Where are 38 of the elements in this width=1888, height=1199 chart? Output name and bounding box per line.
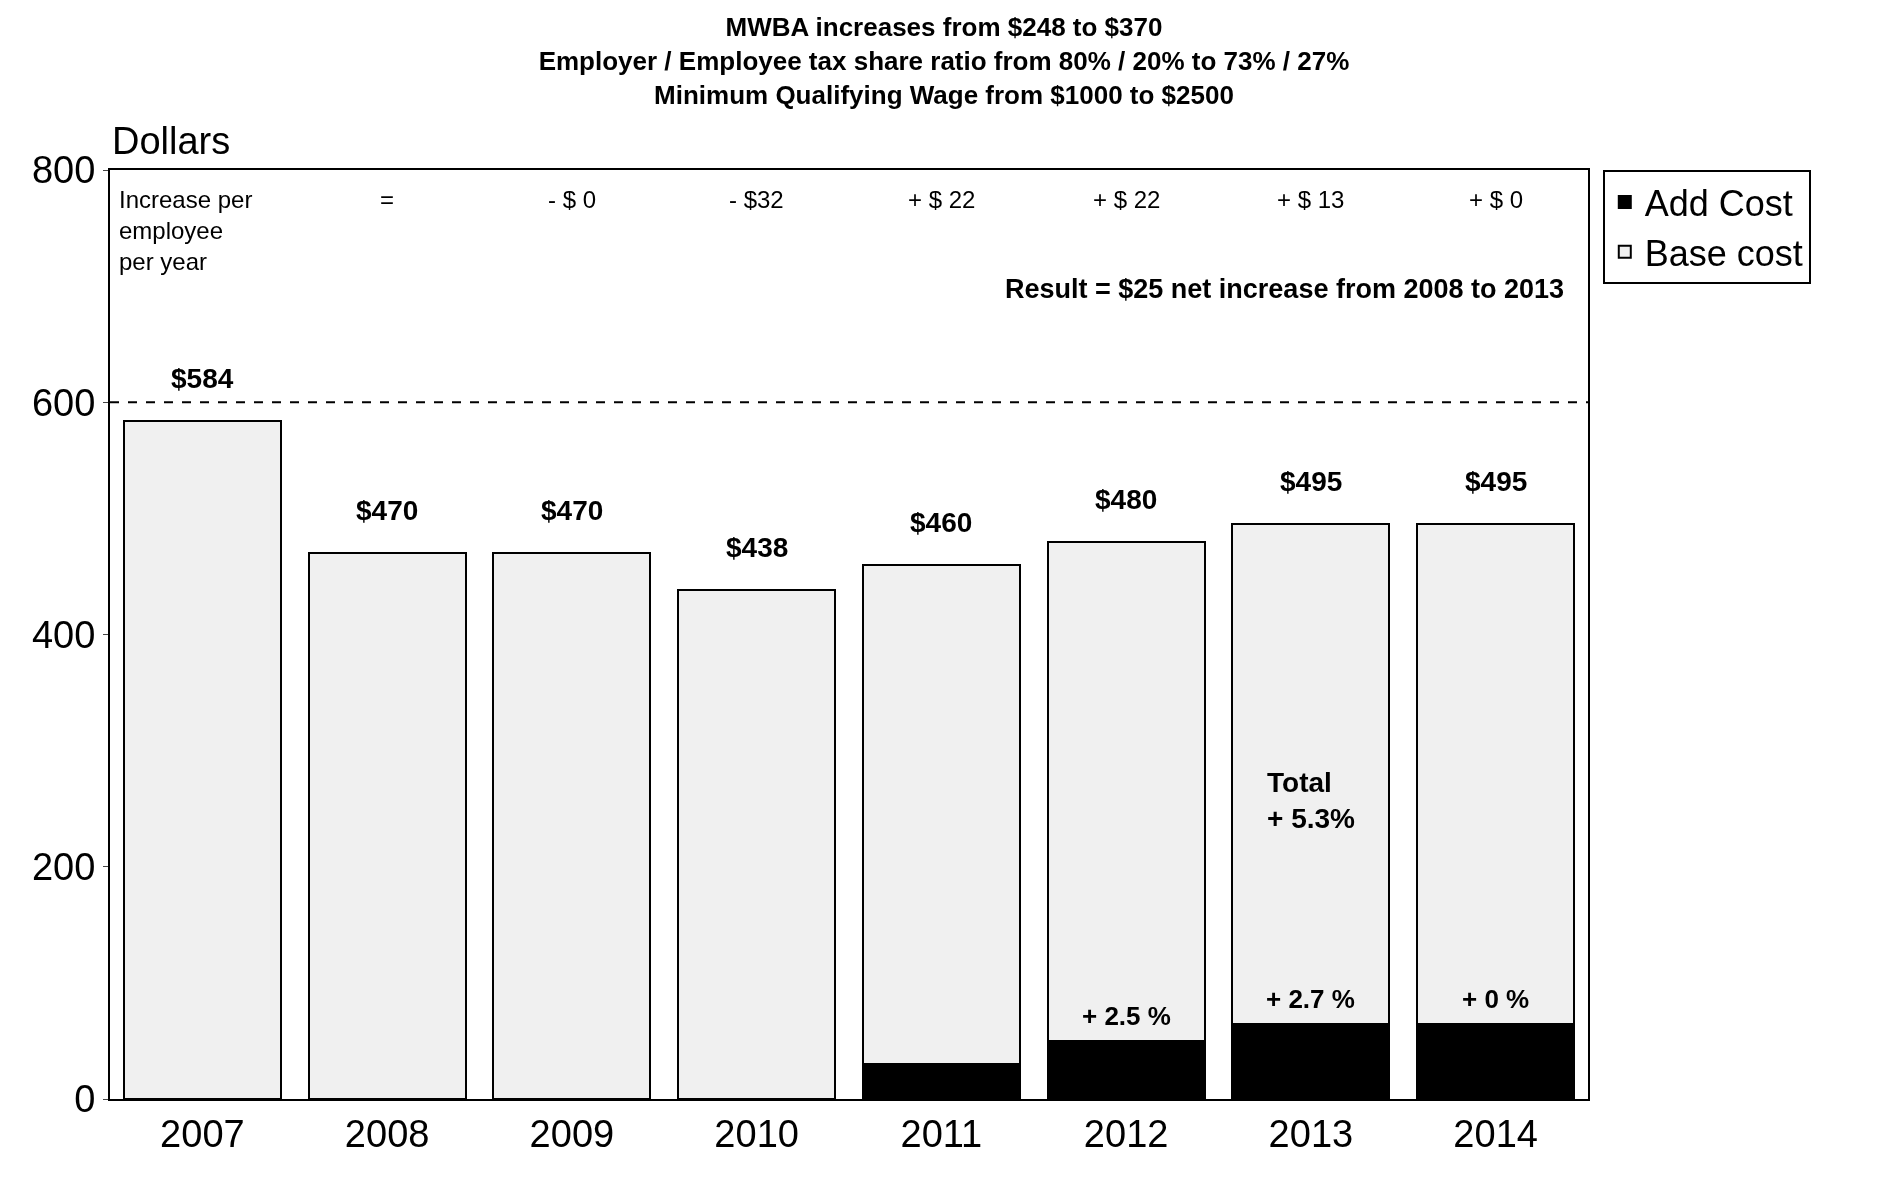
annotation: + $ 22 xyxy=(1093,186,1161,213)
y-tick-label: 400 xyxy=(31,613,96,656)
x-tick-label: 2012 xyxy=(1083,1112,1169,1155)
annotation: + $ 0 xyxy=(1469,186,1524,213)
x-tick-label: 2011 xyxy=(900,1112,983,1155)
total-label: $495 xyxy=(1280,466,1343,497)
annotation: + 2.7 % xyxy=(1266,984,1355,1014)
x-tick-label: 2007 xyxy=(160,1112,245,1155)
chart-title: MWBA increases from $248 to $370 Employer / Employee tax share ratio from 80% / 20% to 73% / 27% Minimum Qualifying Wage from $1000 to $2500 xyxy=(538,11,1350,110)
annotation: Increase per employee per year xyxy=(119,186,253,276)
annotation: - $ 0 xyxy=(548,186,597,213)
y-tick-label: 600 xyxy=(31,381,96,424)
y-tick-label: 0 xyxy=(74,1078,96,1121)
total-label: $495 xyxy=(1465,466,1528,497)
y-tick-label: 800 xyxy=(31,149,96,192)
y-tick-label: 200 xyxy=(31,846,96,889)
legend-label: Base cost xyxy=(1644,232,1803,274)
total-label: $470 xyxy=(541,495,604,526)
y-axis-title: Dollars xyxy=(112,120,231,162)
total-label: $480 xyxy=(1095,484,1158,515)
legend-label: Add Cost xyxy=(1644,182,1793,224)
total-label: $470 xyxy=(356,495,419,526)
annotation: + $ 22 xyxy=(908,186,976,213)
total-label: $438 xyxy=(726,532,789,563)
annotation: = xyxy=(380,186,395,213)
x-tick-label: 2013 xyxy=(1268,1112,1354,1155)
annotation: + $ 13 xyxy=(1277,186,1345,213)
annotation: + 2.5 % xyxy=(1082,1001,1171,1031)
x-tick-label: 2010 xyxy=(714,1112,799,1155)
annotation: - $32 xyxy=(729,186,784,213)
x-tick-label: 2014 xyxy=(1453,1112,1538,1155)
x-tick-label: 2008 xyxy=(344,1112,430,1155)
annotation: Result = $25 net increase from 2008 to 2013 xyxy=(1005,274,1565,304)
total-label: $584 xyxy=(171,363,234,394)
annotation: Total + 5.3% xyxy=(1267,767,1356,835)
annotation: + 0 % xyxy=(1462,984,1530,1014)
total-label: $460 xyxy=(910,507,973,538)
x-tick-label: 2009 xyxy=(529,1112,615,1155)
